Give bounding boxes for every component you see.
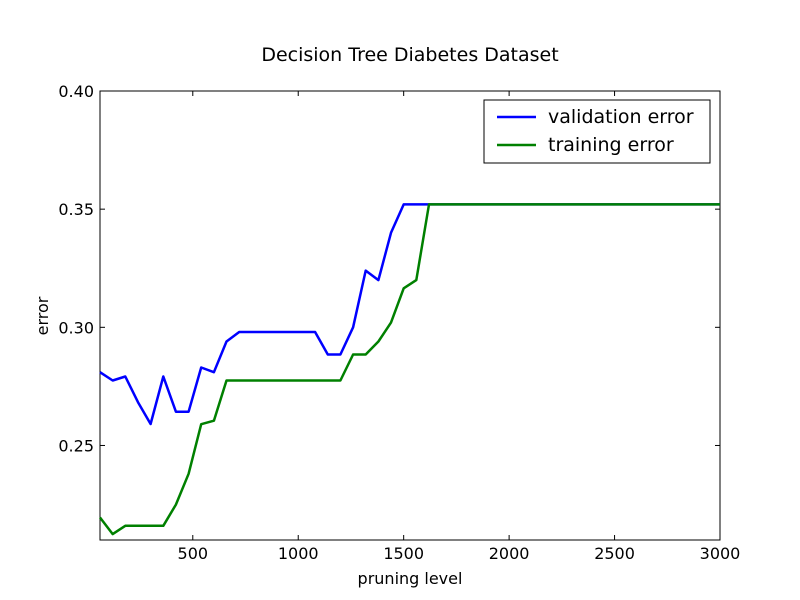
legend-box (483, 99, 711, 164)
legend-label-training: training error (548, 134, 674, 156)
y-axis-label: error (33, 296, 52, 335)
axis-ticks: 500 1000 1500 2000 2500 3000 0.25 0.30 0.35 0.40 (58, 82, 740, 563)
x-tick-label: 500 (178, 544, 209, 563)
x-axis-label: pruning level (358, 569, 463, 588)
x-tick-label: 1500 (383, 544, 424, 563)
plot-area (99, 90, 721, 541)
series-lines (99, 203, 720, 536)
chart-title: Decision Tree Diabetes Dataset (261, 44, 558, 66)
legend: validation error training error (483, 99, 711, 164)
series-line-training (99, 203, 720, 536)
y-tick-label: 0.40 (58, 82, 94, 101)
series-line-validation (99, 203, 720, 426)
x-tick-label: 3000 (700, 544, 741, 563)
y-tick-label: 0.35 (58, 200, 94, 219)
y-tick-label: 0.30 (58, 318, 94, 337)
y-tick-label: 0.25 (58, 436, 94, 455)
x-tick-label: 2500 (594, 544, 635, 563)
legend-label-validation: validation error (548, 106, 694, 128)
x-tick-label: 1000 (278, 544, 319, 563)
x-tick-label: 2000 (489, 544, 530, 563)
